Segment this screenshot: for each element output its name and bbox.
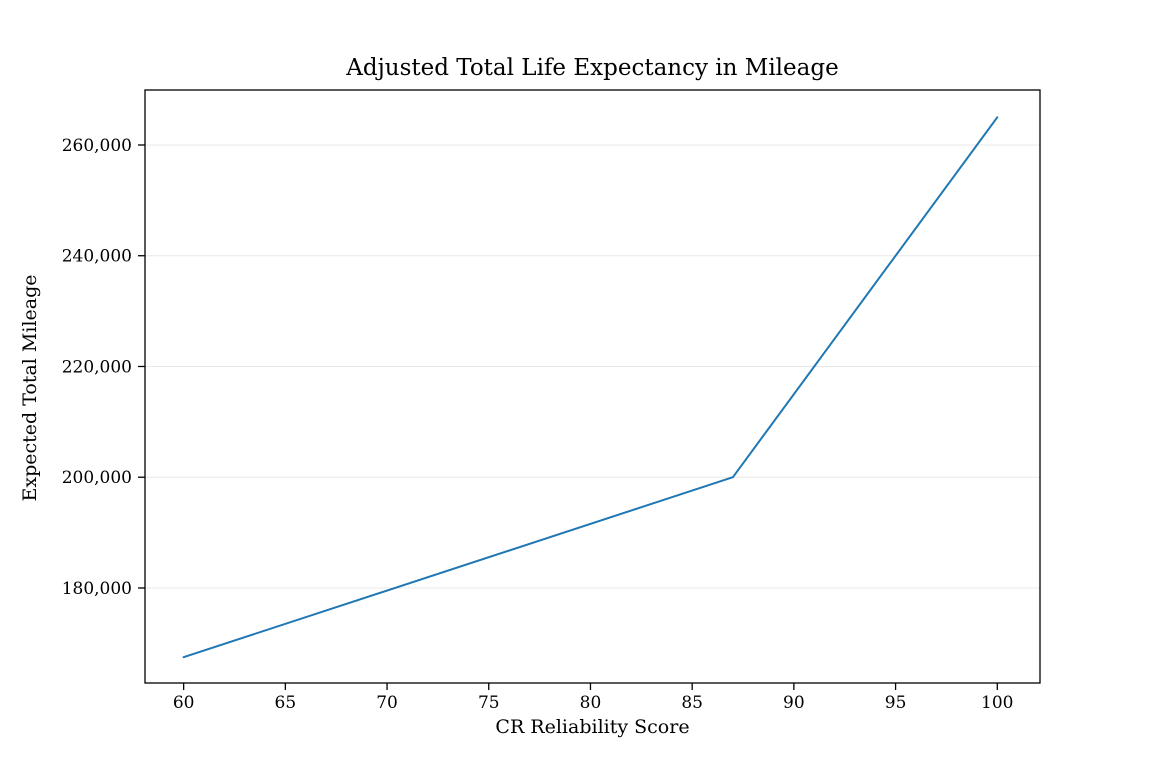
x-tick-label: 100 [981,693,1013,713]
x-axis-label: CR Reliability Score [495,716,690,738]
x-tick-label: 95 [885,693,907,713]
y-axis-label: Expected Total Mileage [19,274,41,502]
x-tick-label: 90 [783,693,805,713]
x-tick-label: 60 [173,693,195,713]
y-tick-label: 260,000 [62,136,132,156]
x-tick-label: 65 [275,693,297,713]
x-tick-label: 70 [376,693,398,713]
y-tick-label: 240,000 [62,247,132,267]
y-tick-label: 200,000 [62,468,132,488]
x-tick-label: 75 [478,693,500,713]
data-line [182,116,999,659]
plot-border [144,89,1041,684]
chart-title: Adjusted Total Life Expectancy in Mileag… [346,55,839,81]
x-tick-label: 80 [580,693,602,713]
y-tick-label: 220,000 [62,357,132,377]
x-tick-label: 85 [681,693,703,713]
y-tick-label: 180,000 [62,579,132,599]
